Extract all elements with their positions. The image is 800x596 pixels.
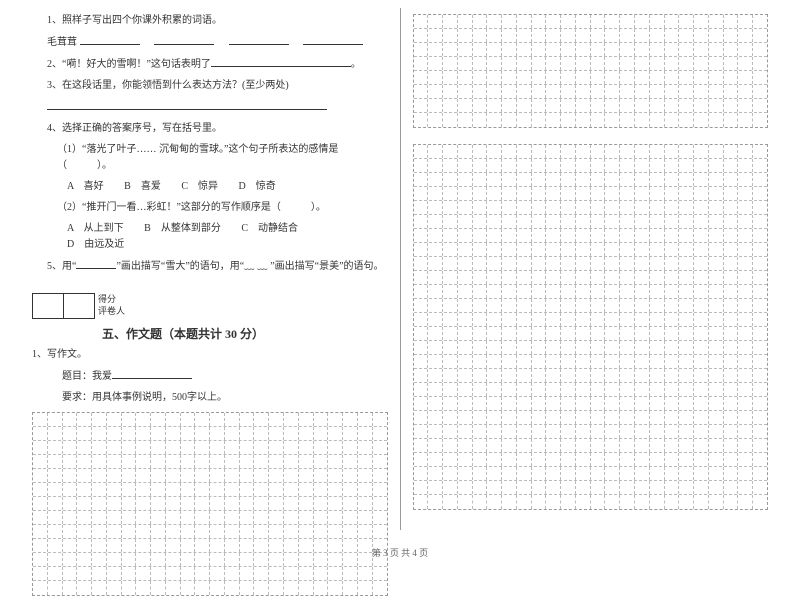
q1-example-word: 毛茸茸 xyxy=(47,37,77,48)
blank xyxy=(154,34,214,45)
score-label-2: 评卷人 xyxy=(98,305,125,317)
q4-title: 4、选择正确的答案序号，写在括号里。 xyxy=(32,121,388,137)
blank xyxy=(47,99,327,110)
q4-opts2: A 从上到下 B 从整体到部分 C 动静结合 D 由远及近 xyxy=(32,221,388,253)
writing-grid-right-2 xyxy=(413,144,769,510)
q5-p3: ”画出描写“景美”的语句。 xyxy=(270,261,383,272)
q4-sub1: （1）“落光了叶子…… 沉甸甸的雪球。”这个句子所表达的感情是（ ）。 xyxy=(32,142,388,174)
right-column xyxy=(401,8,781,530)
blank xyxy=(229,34,289,45)
blank xyxy=(303,34,363,45)
opt-b: B 喜爱 xyxy=(124,179,161,195)
q5: 5、用“ ”画出描写“雪大”的语句，用“﹏﹏”画出描写“景美”的语句。 xyxy=(32,258,388,275)
blank xyxy=(76,258,116,269)
writing-grid-right-1 xyxy=(413,14,769,128)
section-5-title: 五、作文题（本题共计 30 分） xyxy=(102,325,388,342)
q5-p1: 5、用“ xyxy=(47,261,76,272)
q2-prefix: 2、“嗬！好大的雪啊！”这句话表明了 xyxy=(47,59,211,70)
q5-p2: ”画出描写“雪大”的语句，用“ xyxy=(116,261,244,272)
opt-c: C 动静结合 xyxy=(241,221,298,237)
blank xyxy=(211,56,351,67)
essay-req: 要求：用具体事例说明，500字以上。 xyxy=(32,390,388,406)
q3: 3、在这段话里，你能领悟到什么表达方法？(至少两处) xyxy=(32,78,388,94)
q1-text: 1、照样子写出四个你课外积累的词语。 xyxy=(32,13,388,29)
q3-answer xyxy=(32,99,388,116)
score-cell xyxy=(63,293,95,319)
q4-sub2: （2）“推开门一看…彩虹！”这部分的写作顺序是（ ）。 xyxy=(32,200,388,216)
wavy-mark: ﹏﹏ xyxy=(244,261,270,272)
score-box: 得分 评卷人 xyxy=(32,293,388,319)
essay-topic: 题目：我爱 xyxy=(32,368,388,385)
opt-d: D 由远及近 xyxy=(67,237,124,253)
opt-d: D 惊奇 xyxy=(239,179,276,195)
score-cell xyxy=(32,293,64,319)
score-label-1: 得分 xyxy=(98,293,125,305)
left-column: 1、照样子写出四个你课外积累的词语。 毛茸茸 2、“嗬！好大的雪啊！”这句话表明… xyxy=(20,8,401,530)
writing-grid-left xyxy=(32,412,388,596)
opt-a: A 喜好 xyxy=(67,179,104,195)
blank xyxy=(112,368,192,379)
page-footer: 第 3 页 共 4 页 xyxy=(0,546,800,559)
essay-q: 1、写作文。 xyxy=(32,347,388,363)
q1-example: 毛茸茸 xyxy=(32,34,388,51)
q4-opts1: A 喜好 B 喜爱 C 惊异 D 惊奇 xyxy=(32,179,388,195)
q2-suffix: 。 xyxy=(351,59,361,70)
opt-a: A 从上到下 xyxy=(67,221,124,237)
score-labels: 得分 评卷人 xyxy=(98,293,125,319)
q2: 2、“嗬！好大的雪啊！”这句话表明了 。 xyxy=(32,56,388,73)
opt-b: B 从整体到部分 xyxy=(144,221,221,237)
blank xyxy=(80,34,140,45)
essay-topic-label: 题目：我爱 xyxy=(62,371,112,382)
opt-c: C 惊异 xyxy=(181,179,218,195)
